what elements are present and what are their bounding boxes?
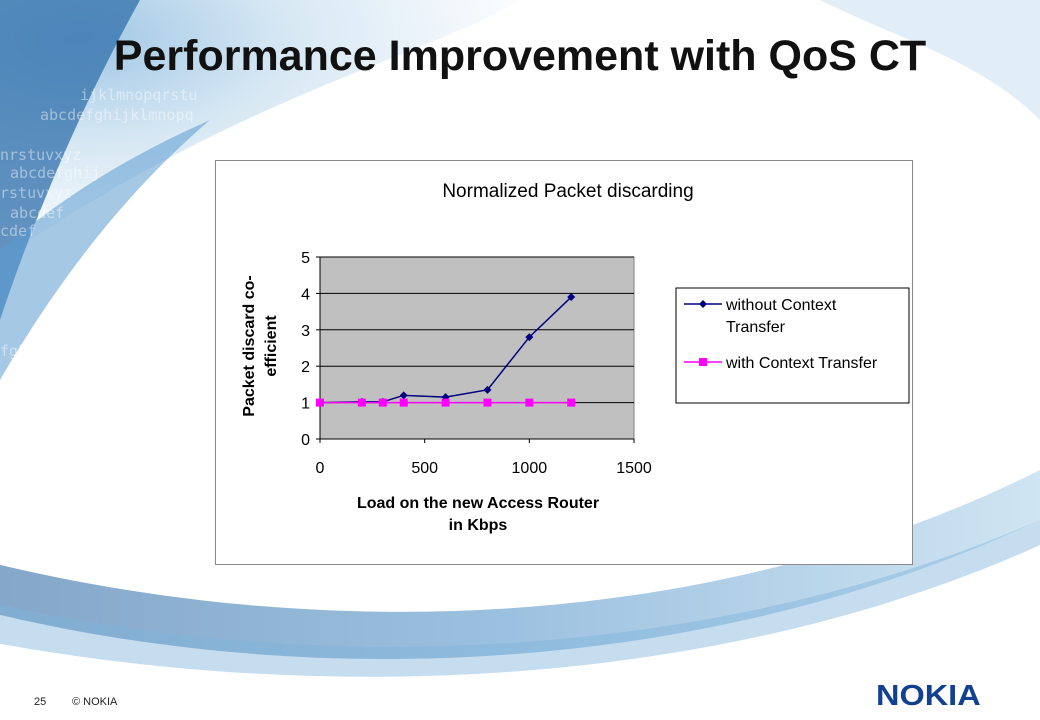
slide-title: Performance Improvement with QoS CT: [113, 32, 927, 80]
svg-text:nrstuvxyz: nrstuvxyz: [0, 146, 81, 164]
y-tick-label: 4: [301, 286, 310, 303]
legend-label: with Context Transfer: [725, 355, 878, 372]
data-point-series-2: [441, 398, 450, 407]
y-tick-label: 3: [301, 323, 310, 340]
data-point-series-1: [399, 391, 408, 400]
chart: Normalized Packet discarding 0 1 2 3 4 5 0 500 10…: [241, 181, 910, 534]
page-number: 25: [34, 696, 47, 708]
x-tick-label: 1500: [616, 460, 652, 477]
data-point-series-2: [525, 398, 534, 407]
svg-text:cdef: cdef: [0, 222, 36, 240]
data-point-series-2: [316, 398, 324, 407]
x-tick-label: 0: [316, 460, 325, 477]
chart-container: Normalized Packet discarding 0 1 2 3 4 5 0 500 10…: [215, 160, 913, 565]
data-point-series-2: [378, 398, 387, 407]
data-point-series-1: [567, 293, 576, 302]
legend-swatch-marker: [699, 358, 707, 366]
nokia-logo: NOKIA: [876, 680, 981, 712]
plot-area: [319, 256, 635, 440]
chart-title: Normalized Packet discarding: [442, 181, 693, 202]
data-point-series-2: [357, 398, 366, 407]
svg-text:ijklmnopqrstu: ijklmnopqrstu: [80, 86, 197, 104]
data-point-series-2: [567, 398, 576, 407]
legend-label: without Context: [725, 297, 837, 314]
copyright-text: © NOKIA: [72, 696, 118, 708]
legend-label: Transfer: [726, 319, 786, 336]
data-point-series-1: [483, 385, 492, 394]
y-tick-label: 5: [301, 250, 310, 267]
x-axis-label: in Kbps: [449, 517, 508, 534]
svg-text:abcdef: abcdef: [10, 204, 64, 222]
legend-swatch-marker: [699, 300, 707, 308]
legend-box: [675, 287, 910, 404]
y-axis-label: efficient: [263, 315, 280, 377]
y-axis-label: Packet discard co-: [241, 275, 258, 416]
y-tick-label: 2: [301, 359, 310, 376]
data-point-series-2: [399, 398, 408, 407]
y-tick-label: 0: [301, 432, 310, 449]
x-tick-label: 1000: [512, 460, 548, 477]
svg-text:abcdefghijklmnopq: abcdefghijklmnopq: [40, 106, 194, 124]
svg-text:rstuvxyz: rstuvxyz: [0, 184, 72, 202]
svg-text:fghi: fghi: [0, 342, 36, 360]
y-tick-label: 1: [301, 396, 310, 413]
x-tick-label: 500: [411, 460, 438, 477]
data-point-series-1: [441, 393, 450, 402]
data-point-series-1: [525, 333, 534, 342]
svg-text:abcdefghij: abcdefghij: [10, 164, 100, 182]
data-point-series-2: [483, 398, 492, 407]
x-axis-label: Load on the new Access Router: [357, 495, 599, 512]
